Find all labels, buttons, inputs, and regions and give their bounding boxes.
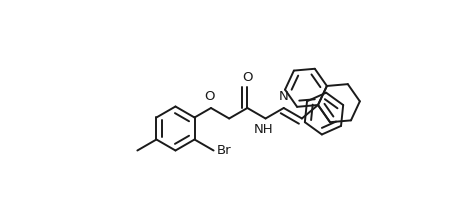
- Text: O: O: [204, 90, 215, 103]
- Text: N: N: [278, 90, 288, 103]
- Text: O: O: [242, 71, 252, 84]
- Text: Br: Br: [216, 144, 231, 157]
- Text: NH: NH: [253, 123, 273, 137]
